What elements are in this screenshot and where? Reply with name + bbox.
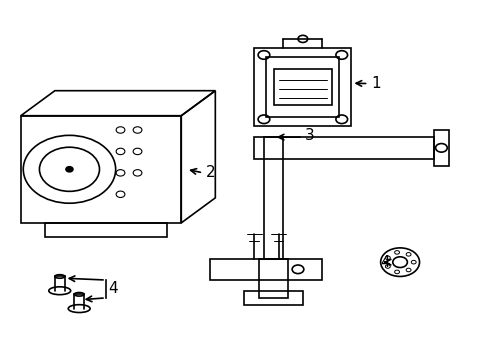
Bar xyxy=(273,69,331,105)
Text: 3: 3 xyxy=(305,128,314,143)
Bar xyxy=(266,57,339,117)
Bar xyxy=(254,48,351,126)
Text: 1: 1 xyxy=(370,76,380,91)
Ellipse shape xyxy=(66,167,73,172)
Text: 2: 2 xyxy=(205,165,215,180)
Text: 4: 4 xyxy=(380,255,389,270)
Text: 4: 4 xyxy=(108,282,118,296)
